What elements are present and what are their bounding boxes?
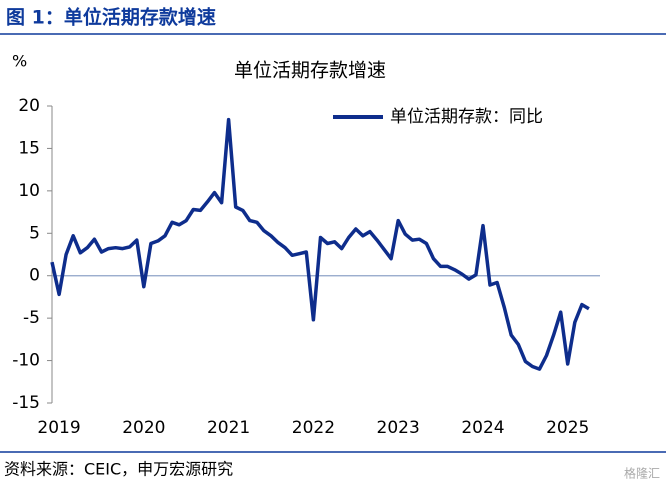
x-tick-label: 2019 xyxy=(37,418,80,438)
y-tick-label: -10 xyxy=(12,351,40,371)
chart-title: 单位活期存款增速 xyxy=(234,60,386,82)
y-tick-label: -5 xyxy=(23,308,40,328)
y-tick-label: 15 xyxy=(18,138,40,158)
x-tick-label: 2022 xyxy=(292,418,335,438)
x-tick-label: 2025 xyxy=(546,418,589,438)
legend-label: 单位活期存款：同比 xyxy=(390,107,543,127)
source-note: 资料来源：CEIC，申万宏源研究 xyxy=(4,460,233,479)
y-tick-label: 10 xyxy=(18,181,40,201)
y-tick-label: 5 xyxy=(29,223,40,243)
x-tick-label: 2023 xyxy=(377,418,420,438)
figure-header: 图 1：单位活期存款增速 xyxy=(6,6,216,29)
x-tick-label: 2020 xyxy=(122,418,165,438)
y-tick-label: -15 xyxy=(12,393,40,413)
y-tick-label: 20 xyxy=(18,96,40,116)
y-tick-label: 0 xyxy=(29,266,40,286)
y-axis-label: % xyxy=(12,52,27,71)
data-line xyxy=(50,117,590,371)
x-tick-label: 2024 xyxy=(461,418,504,438)
x-tick-label: 2021 xyxy=(207,418,250,438)
watermark: 格隆汇 xyxy=(624,466,660,481)
